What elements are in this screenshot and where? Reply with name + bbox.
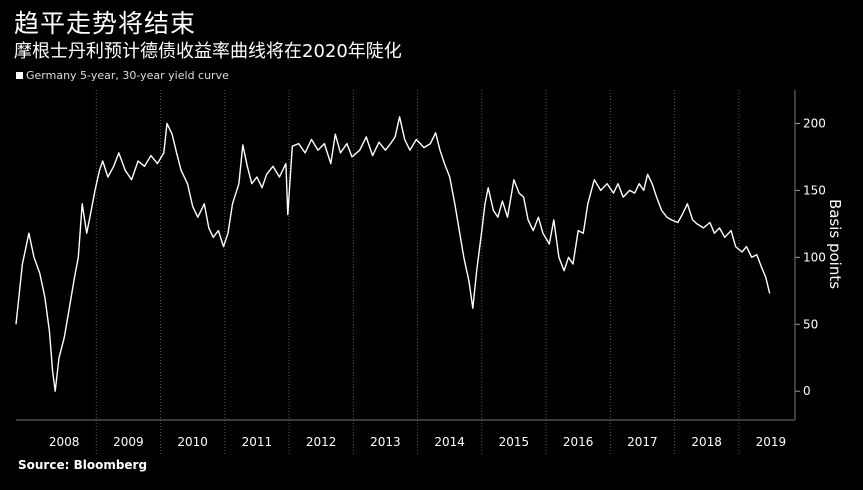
series-line [15, 116, 771, 392]
legend: Germany 5-year, 30-year yield curve [16, 69, 229, 82]
source-note: Source: Bloomberg [18, 458, 148, 472]
y-axis-label: Basis points [826, 199, 844, 289]
x-tick-label: 2015 [499, 435, 530, 449]
chart-title: 趋平走势将结束 [14, 9, 197, 38]
x-tick-label: 2013 [370, 435, 401, 449]
legend-swatch [16, 72, 23, 79]
grid-layer [95, 90, 740, 455]
x-tick-label: 2019 [756, 435, 787, 449]
x-tick-label: 2018 [691, 435, 722, 449]
axis-layer: 2008 2009 2010 2011 2012 2013 2014 2015 2016 2017… [16, 90, 844, 449]
y-tick-label: 100 [803, 250, 826, 264]
line-layer [15, 116, 771, 392]
y-tick-label: 50 [803, 317, 818, 331]
y-tick-label: 150 [803, 183, 826, 197]
y-tick-label: 0 [803, 384, 811, 398]
x-tick-label: 2014 [434, 435, 465, 449]
x-tick-label: 2012 [306, 435, 337, 449]
legend-label: Germany 5-year, 30-year yield curve [26, 69, 229, 82]
x-tick-label: 2011 [242, 435, 273, 449]
x-tick-label: 2008 [49, 435, 80, 449]
x-tick-label: 2010 [177, 435, 208, 449]
x-tick-label: 2009 [113, 435, 144, 449]
y-tick-label: 200 [803, 116, 826, 130]
chart-subtitle: 摩根士丹利预计德债收益率曲线将在2020年陡化 [14, 41, 402, 62]
x-tick-label: 2017 [627, 435, 658, 449]
x-tick-label: 2016 [563, 435, 594, 449]
